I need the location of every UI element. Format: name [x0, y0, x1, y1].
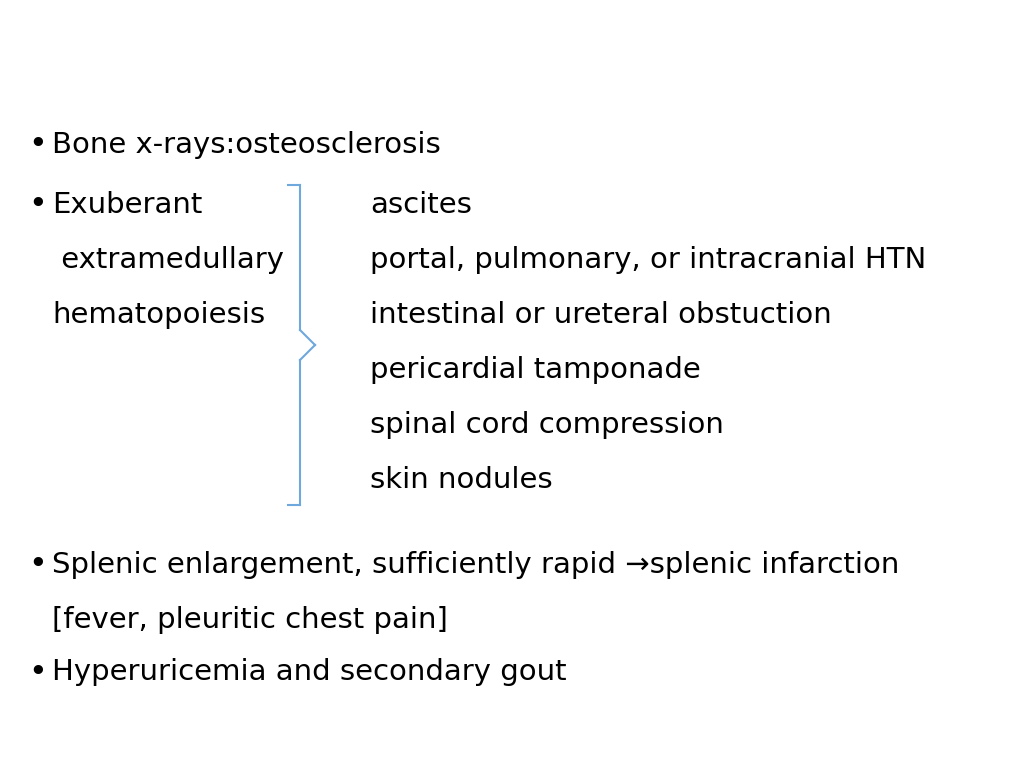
Text: •: •	[28, 549, 47, 581]
Text: extramedullary: extramedullary	[52, 246, 284, 274]
Text: hematopoiesis: hematopoiesis	[52, 301, 265, 329]
Text: Splenic enlargement, sufficiently rapid →splenic infarction: Splenic enlargement, sufficiently rapid …	[52, 551, 899, 579]
Text: portal, pulmonary, or intracranial HTN: portal, pulmonary, or intracranial HTN	[370, 246, 927, 274]
Text: Hyperuricemia and secondary gout: Hyperuricemia and secondary gout	[52, 658, 566, 686]
Text: [fever, pleuritic chest pain]: [fever, pleuritic chest pain]	[52, 606, 447, 634]
Text: Bone x-rays:osteosclerosis: Bone x-rays:osteosclerosis	[52, 131, 440, 159]
Text: Exuberant: Exuberant	[52, 191, 203, 219]
Text: skin nodules: skin nodules	[370, 466, 553, 494]
Text: ascites: ascites	[370, 191, 472, 219]
Text: spinal cord compression: spinal cord compression	[370, 411, 724, 439]
Text: •: •	[28, 657, 47, 687]
Text: intestinal or ureteral obstuction: intestinal or ureteral obstuction	[370, 301, 831, 329]
Text: •: •	[28, 130, 47, 161]
Text: pericardial tamponade: pericardial tamponade	[370, 356, 700, 384]
Text: •: •	[28, 190, 47, 220]
